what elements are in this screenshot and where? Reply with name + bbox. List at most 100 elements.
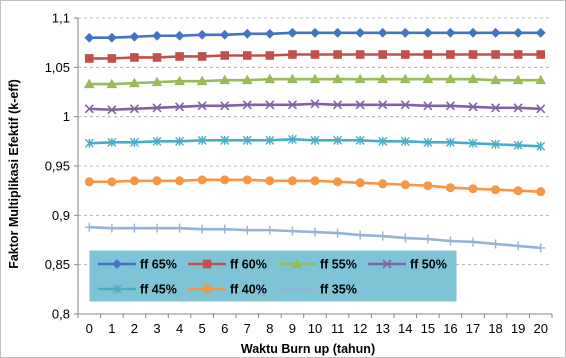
data-point bbox=[378, 100, 388, 110]
data-point bbox=[377, 73, 389, 84]
data-point bbox=[242, 100, 252, 110]
data-point bbox=[491, 139, 501, 149]
data-point bbox=[333, 135, 343, 145]
data-point bbox=[287, 176, 297, 186]
data-point bbox=[513, 140, 523, 150]
data-point bbox=[333, 100, 343, 110]
data-point bbox=[106, 32, 117, 43]
data-point bbox=[423, 234, 433, 244]
data-point bbox=[378, 179, 388, 189]
data-point bbox=[220, 135, 230, 145]
data-point bbox=[152, 30, 162, 41]
data-point bbox=[468, 50, 478, 59]
x-tick-label: 17 bbox=[466, 321, 480, 336]
x-tick-label: 9 bbox=[289, 321, 296, 336]
data-point bbox=[107, 105, 117, 115]
x-tick-label: 8 bbox=[266, 321, 273, 336]
data-point bbox=[446, 50, 455, 59]
data-point bbox=[355, 135, 365, 145]
data-point bbox=[378, 136, 388, 146]
x-tick-label: 7 bbox=[244, 321, 251, 336]
data-point bbox=[129, 176, 139, 186]
data-point bbox=[107, 223, 117, 233]
legend-label: ff 45% bbox=[140, 283, 177, 297]
data-point bbox=[220, 51, 230, 60]
data-point bbox=[241, 74, 253, 85]
data-point bbox=[175, 223, 185, 233]
data-point bbox=[106, 78, 118, 89]
data-point bbox=[309, 73, 321, 84]
data-point bbox=[468, 102, 478, 112]
x-tick-label: 18 bbox=[488, 321, 502, 336]
data-point bbox=[265, 176, 275, 186]
y-axis-tick-labels: 0,8 0,85 0,9 0,95 1 1,05 1,1 bbox=[45, 11, 70, 322]
legend-swatch-marker bbox=[112, 259, 122, 269]
x-axis-title: Waktu Burn up (tahun) bbox=[241, 342, 375, 356]
data-point bbox=[174, 75, 185, 86]
legend-swatch-marker bbox=[202, 284, 212, 294]
data-point bbox=[536, 187, 546, 197]
legend-item: ff 50% bbox=[368, 258, 447, 272]
y-axis-title: Faktor Multiplikasi Efektif (k-eff) bbox=[7, 79, 21, 269]
x-tick-label: 0 bbox=[86, 321, 93, 336]
data-point bbox=[378, 231, 388, 241]
data-point bbox=[400, 27, 411, 38]
data-point bbox=[242, 175, 252, 185]
data-point bbox=[197, 224, 207, 234]
data-point bbox=[288, 50, 297, 59]
data-point bbox=[423, 137, 433, 147]
data-point bbox=[287, 100, 297, 110]
data-point bbox=[377, 27, 388, 38]
data-point bbox=[287, 27, 298, 38]
data-point bbox=[512, 74, 524, 85]
data-point bbox=[513, 186, 523, 196]
data-point bbox=[332, 73, 343, 84]
series-ff-60- bbox=[84, 50, 546, 63]
data-point bbox=[242, 51, 252, 60]
series-ff-35- bbox=[84, 222, 546, 253]
x-tick-label: 12 bbox=[353, 321, 367, 336]
data-point bbox=[84, 32, 95, 43]
y-tick-label: 0,8 bbox=[52, 307, 70, 322]
data-point bbox=[287, 134, 297, 144]
data-point bbox=[129, 104, 139, 114]
data-point bbox=[468, 138, 478, 148]
data-point bbox=[220, 101, 230, 111]
x-tick-label: 20 bbox=[533, 321, 547, 336]
data-point bbox=[107, 54, 117, 63]
x-tick-label: 14 bbox=[398, 321, 412, 336]
data-point bbox=[83, 78, 95, 89]
data-point bbox=[220, 175, 230, 185]
data-point bbox=[355, 50, 365, 59]
data-point bbox=[219, 29, 230, 40]
legend-label: ff 40% bbox=[230, 283, 267, 297]
data-point bbox=[491, 103, 501, 113]
legend-swatch-marker bbox=[291, 258, 303, 268]
data-point bbox=[84, 138, 94, 148]
data-point bbox=[491, 239, 501, 249]
data-point bbox=[287, 226, 297, 236]
x-tick-label: 13 bbox=[375, 321, 389, 336]
data-point bbox=[265, 135, 275, 145]
data-point bbox=[107, 177, 117, 187]
data-point bbox=[513, 50, 523, 59]
legend: ff 65% ff 60% ff 55% ff 50% ff 45% ff 40% ff 3… bbox=[89, 250, 457, 302]
y-tick-label: 1 bbox=[63, 109, 70, 124]
data-point bbox=[467, 73, 479, 84]
x-tick-label: 4 bbox=[176, 321, 183, 336]
data-point bbox=[423, 101, 433, 111]
data-point bbox=[399, 73, 411, 84]
data-point bbox=[333, 228, 343, 238]
data-point bbox=[265, 100, 275, 110]
data-point bbox=[535, 74, 547, 85]
data-point bbox=[445, 183, 455, 193]
data-point bbox=[355, 230, 365, 240]
data-point bbox=[129, 223, 139, 233]
legend-item: ff 60% bbox=[188, 258, 267, 272]
x-tick-label: 10 bbox=[308, 321, 322, 336]
data-point bbox=[84, 104, 94, 114]
data-point bbox=[310, 135, 320, 145]
x-tick-label: 1 bbox=[108, 321, 115, 336]
data-point bbox=[84, 54, 94, 63]
